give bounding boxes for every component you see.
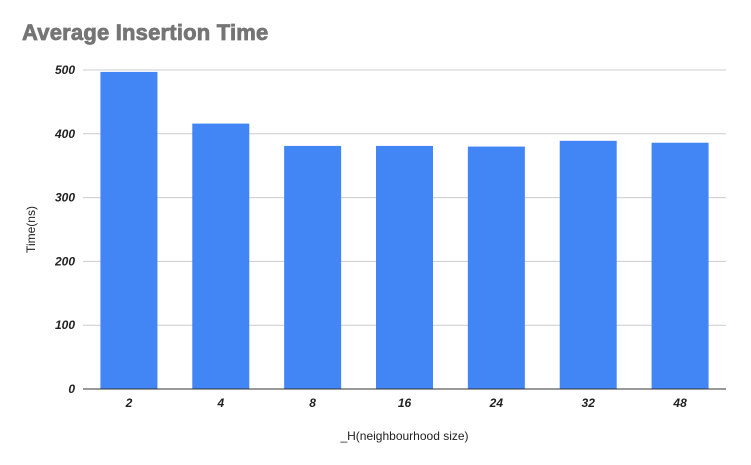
x-tick-label: 2 <box>125 396 133 410</box>
y-tick-label: 500 <box>55 63 75 77</box>
y-axis-label: Time(ns) <box>24 206 38 253</box>
bar-2 <box>100 71 158 389</box>
x-tick-label: 4 <box>216 396 224 410</box>
y-tick-label: 100 <box>55 318 75 332</box>
y-tick-label: 200 <box>54 254 75 268</box>
bars <box>100 71 709 389</box>
x-tick-label: 8 <box>309 396 316 410</box>
y-tick-label: 0 <box>68 382 75 396</box>
bar-32 <box>559 140 617 389</box>
bar-4 <box>192 123 250 389</box>
y-tick-label: 400 <box>54 127 75 141</box>
x-tick-label: 32 <box>582 396 596 410</box>
chart-title: Average Insertion Time <box>22 20 269 46</box>
x-tick-label: 48 <box>672 396 687 410</box>
y-tick-label: 300 <box>55 191 75 205</box>
bar-16 <box>376 145 433 389</box>
x-tick-labels: 2 4 8 16 24 32 48 <box>125 396 687 410</box>
y-tick-labels: 0 100 200 300 400 500 <box>54 63 75 396</box>
x-tick-label: 24 <box>489 396 504 410</box>
bar-48 <box>651 142 709 389</box>
x-tick-label: 16 <box>398 396 412 410</box>
x-axis-label: _H(neighbourhood size) <box>339 429 468 443</box>
bar-8 <box>284 145 342 389</box>
bar-24 <box>467 146 525 389</box>
